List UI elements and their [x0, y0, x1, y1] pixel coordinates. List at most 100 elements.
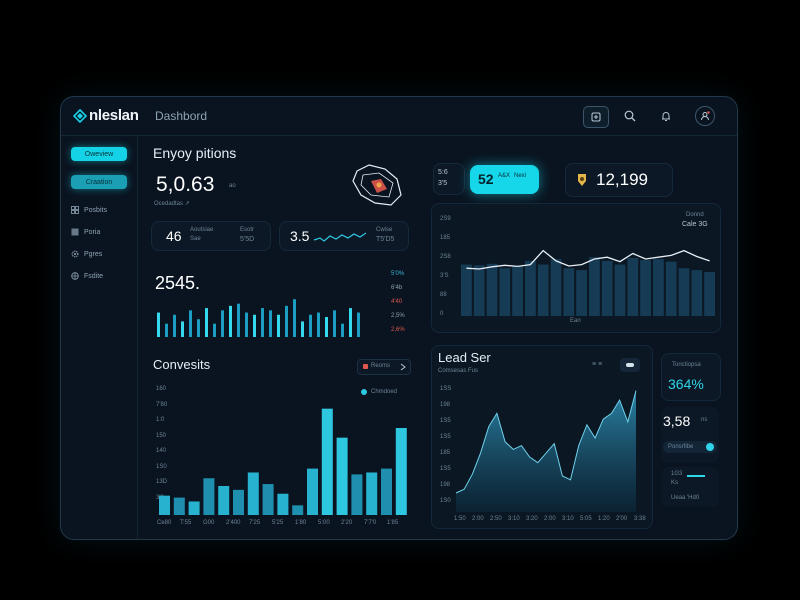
trend-label-1: Donnd — [686, 212, 704, 218]
right-stat-1-label: Tonctiopsa — [672, 362, 701, 368]
right-stat-3-sub: Ueaa 'Hd0 — [671, 495, 700, 501]
mini-stat-1-right2: 5'5D — [240, 236, 255, 243]
y-tick-label: 1S0 — [440, 498, 451, 504]
bar — [277, 314, 280, 337]
conversion-bar — [188, 501, 200, 515]
right-stat-3-line — [687, 475, 705, 477]
right-stat-card-2: 3,58 ns Ponsrfibe — [661, 407, 719, 463]
conversion-bar — [277, 493, 289, 515]
x-tick-label: 5'25 — [272, 520, 284, 526]
trend-bar — [691, 270, 703, 316]
bar — [293, 299, 296, 337]
sidebar-item-pgres[interactable]: Pgres — [71, 247, 127, 261]
search-button[interactable] — [619, 106, 641, 126]
y-tick-label: 7'80 — [156, 401, 168, 408]
sidebar-item-label: Oweview — [84, 150, 114, 158]
engagement-sub: Ocedadtas ↗ — [154, 201, 190, 207]
inbox-button[interactable] — [583, 106, 609, 128]
bar — [285, 305, 288, 337]
trend-bar — [537, 264, 549, 316]
y-tick-label: 2S8 — [440, 254, 451, 260]
y-tick-label: 88 — [440, 292, 447, 298]
x-tick-label: 5:05 — [580, 516, 592, 522]
right-stat-card-3: 1G3 Ks Ueaa 'Hd0 — [661, 467, 719, 507]
x-tick-label: 3:10 — [562, 516, 574, 522]
right-stat-2-pill[interactable]: Ponsrfibe — [663, 441, 717, 453]
trend-bar — [665, 261, 677, 316]
sidebar-item-fsdite[interactable]: Fsdite — [71, 269, 127, 283]
trend-bar — [576, 270, 587, 316]
sidebar-item-label: Fsdite — [84, 272, 104, 280]
bar — [229, 305, 232, 337]
sidebar-item-poria[interactable]: Poria — [71, 225, 127, 239]
bar — [301, 321, 304, 337]
y-tick-label: 2S9 — [440, 216, 451, 222]
right-stat-2-unit: ns — [701, 417, 708, 423]
highlight-stat-card[interactable]: 52 A&X Nexi — [470, 165, 539, 194]
legend-label: 2,6% — [391, 327, 405, 333]
search-icon — [624, 110, 636, 122]
bar — [333, 310, 336, 337]
x-tick-label: 7'25 — [249, 520, 261, 526]
bar — [245, 312, 248, 337]
lead-title: Lead Ser — [438, 350, 491, 365]
sidebar-item-overview[interactable]: Oweview — [71, 147, 127, 161]
dashboard-window: nleslan Dashbord — [60, 96, 738, 540]
right-stat-1-value: 364% — [668, 376, 704, 392]
sidebar-item-label: Poria — [84, 228, 101, 236]
highlight-stat-sub: Nexi — [514, 173, 527, 179]
bar — [221, 310, 224, 337]
legend-label: 4'40 — [391, 299, 403, 305]
engagement-value: 5,0.63 — [156, 173, 215, 196]
sidebar-item-posbits[interactable]: Posbits — [71, 203, 127, 217]
conversion-bar — [351, 474, 363, 515]
x-tick-label: 2:00 — [544, 516, 556, 522]
mini-stat-card-1: 46 Aoutsiae Sae Esotr 5'5D — [151, 221, 271, 251]
x-tick-label: G00 — [203, 520, 215, 526]
x-tick-label: 2'20 — [341, 520, 353, 526]
bar — [213, 323, 216, 337]
conversion-bar — [218, 486, 230, 515]
bars-chart — [157, 299, 360, 337]
y-tick-label: 1:0 — [156, 417, 165, 423]
lead-toggle[interactable] — [620, 358, 640, 372]
lead-sub: Comsesas Fus — [438, 368, 479, 374]
lead-area — [456, 390, 636, 512]
mini-stat-card-2: 3.5 Cwise T5'D5 — [279, 221, 409, 251]
profile-button[interactable] — [695, 106, 715, 126]
x-tick-label: 2'00 — [616, 516, 628, 522]
y-tick-label: 1SS — [440, 386, 452, 392]
conversion-bar — [247, 472, 259, 515]
toggle-icon — [626, 363, 634, 367]
trend-line — [466, 249, 710, 270]
y-tick-label: 150 — [156, 432, 167, 439]
conversions-filter[interactable]: Reoms — [357, 359, 411, 375]
stat-pair-2: 3'5 — [438, 180, 448, 187]
mini-stat-2-value: 3.5 — [290, 228, 310, 244]
y-tick-label: 198 — [440, 402, 451, 408]
trend-bar — [461, 264, 472, 316]
trend-bar — [614, 264, 626, 316]
mini-stat-1-value: 46 — [166, 228, 182, 244]
engagement-unit: ao — [229, 183, 236, 189]
x-tick-label: 2'400 — [226, 520, 241, 526]
bar — [205, 308, 208, 337]
grid-icon — [71, 206, 79, 214]
trend-bar — [525, 260, 536, 316]
notifications-button[interactable] — [655, 106, 677, 126]
x-tick-label: 1'85 — [387, 520, 399, 526]
bar — [261, 308, 264, 337]
mini-stat-1-label2: Sae — [190, 236, 201, 242]
y-tick-label: 140 — [156, 448, 167, 454]
bar — [317, 312, 320, 337]
stat-pair-card: 5:6 3'5 — [433, 163, 465, 195]
mini-stat-1-right1: Esotr — [240, 227, 255, 233]
bar — [269, 310, 272, 337]
y-tick-label: 185 — [440, 235, 451, 241]
sidebar-item-creation[interactable]: Craation — [71, 175, 127, 189]
user-badge-icon — [578, 174, 586, 186]
lead-menu[interactable]: ≡ ≡ — [592, 361, 603, 368]
conversion-bar — [233, 489, 244, 515]
x-tick-label: Ce80 — [157, 520, 172, 526]
x-tick-label: 1:20 — [598, 516, 610, 522]
